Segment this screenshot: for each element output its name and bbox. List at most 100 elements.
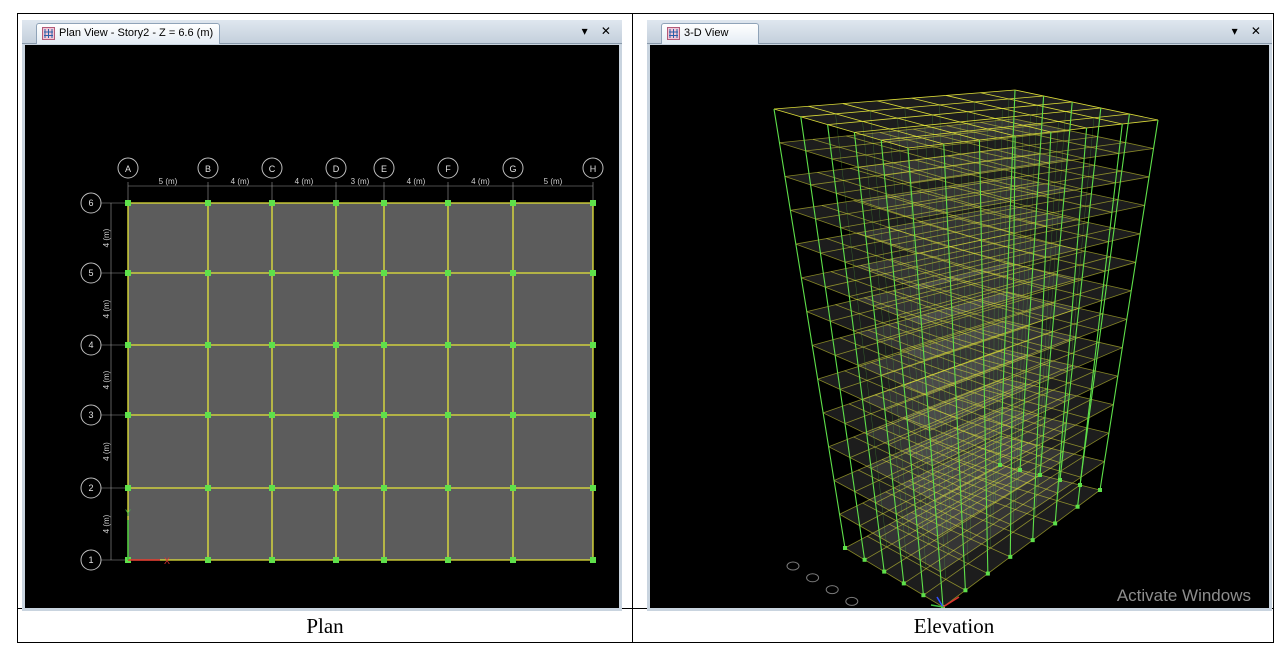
floor-beam [839,325,1030,390]
floor-beam [812,138,946,179]
plan-column [269,485,275,491]
dimension-label: 5 (m) [159,177,178,186]
floor-beam [1003,378,1114,406]
x-axis-label: X [164,556,170,566]
floor-beam [857,469,963,522]
floor-beam [907,119,1159,149]
3d-window-controls[interactable]: ▾ ✕ [1231,24,1266,38]
floor-beam [873,250,1086,307]
floor-beam [932,375,1119,467]
tab-plan-view[interactable]: Plan View - Story2 - Z = 6.6 (m) [36,23,221,44]
perimeter-column [1079,113,1130,486]
plan-column [333,270,339,276]
column-base-node [862,557,867,562]
floor-beam [865,193,1092,237]
plan-column [445,412,451,418]
tab-3d-view[interactable]: 3-D View [661,23,759,44]
floor-beam [1005,320,1123,349]
floor-beam [795,243,919,290]
column-base-node [963,588,968,593]
dimension-label: 4 (m) [102,299,111,318]
plan-view-title: Plan View - Story2 - Z = 6.6 (m) [59,27,214,39]
column-base-node [1038,473,1042,477]
floor-beam [779,142,911,184]
floor-beam [877,100,1016,137]
floor-beam [1011,176,1145,206]
floor-beam [833,480,938,537]
floor-beam [826,238,951,282]
column-base-node [1075,504,1080,509]
floor-beam [1012,147,1150,178]
grid-bubble [502,157,524,179]
floor-beam [839,435,1002,515]
plan-column [445,485,451,491]
floor-beam [831,130,1070,160]
plan-column [510,412,516,418]
plan-column [333,342,339,348]
interior-column [924,125,949,554]
grid-bubble [197,157,219,179]
floor-beam [839,337,956,385]
plan-column [381,200,387,206]
perimeter-column [978,139,989,574]
floor-beam [892,393,1070,480]
plan-column [590,485,596,491]
floor-beam [795,204,1011,245]
structure-icon [667,27,680,40]
perimeter-column [1054,127,1088,524]
floor-beam [913,399,1092,491]
floor-beam [848,403,959,454]
dimension-label: 4 (m) [102,370,111,389]
plan-column [590,557,596,563]
plan-column [205,485,211,491]
column-base-node [985,571,990,576]
grid-bubble [786,561,800,571]
column-base-node [998,463,1002,467]
floor-beam [817,172,948,214]
floor-beam [897,256,1111,316]
plan-column [125,270,131,276]
grid-label: G [509,164,516,174]
floor-beam [911,97,1051,133]
floor-beam [954,427,1061,463]
plan-view-titlebar: Plan View - Story2 - Z = 6.6 (m) ▾ ✕ [22,20,622,44]
floor-beam [817,378,930,431]
plan-column [269,270,275,276]
floor-beam [892,290,1014,331]
perimeter-column [1059,107,1102,481]
plan-canvas[interactable]: A B C D E F G H 5 (m) 4 (m) 4 (m) 3 (m) 4 (m) 4 (m) 5 … [25,45,619,608]
plan-column [590,200,596,206]
floor-slab [779,118,1154,184]
grid-label: 5 [88,268,93,278]
floor-beam [882,163,1015,202]
interior-column [869,110,910,535]
interior-column [997,98,1010,483]
floor-beam [906,448,1012,493]
floor-beam [810,153,1041,186]
floor-beam [805,124,1042,152]
interior-column [897,118,929,545]
floor-beam [844,354,1028,424]
grid-bubble [261,157,283,179]
grid-bubble [582,157,604,179]
3d-canvas[interactable]: Activate Windows [650,45,1269,608]
grid-bubble [806,573,820,583]
floor-beam [839,513,941,573]
plan-window-controls[interactable]: ▾ ✕ [581,24,616,38]
floor-beam [830,268,1033,322]
column-base-node [882,569,887,574]
floor-beam [854,107,1101,133]
floor-beam [910,148,1154,184]
floor-beam [903,417,1012,461]
floor-beam [978,358,1092,390]
floor-beam [866,359,1051,435]
grid-bubble [825,585,839,595]
plan-column [590,412,596,418]
plan-column [125,200,131,206]
plan-column [445,200,451,206]
floor-beam [929,347,1123,431]
perimeter-column [907,147,944,608]
floor-beam [875,417,1046,504]
grid-bubble [80,262,102,284]
floor-beam [825,239,1035,288]
